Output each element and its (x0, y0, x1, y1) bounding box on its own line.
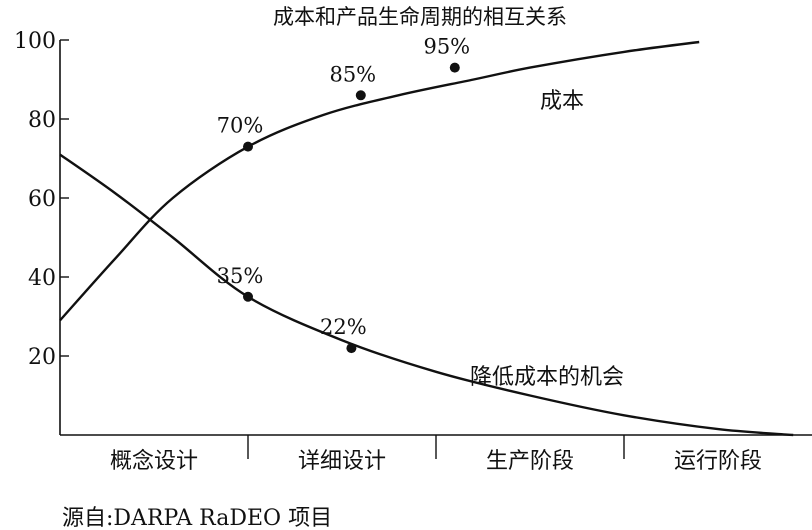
data-label-1-1: 70% (217, 114, 264, 138)
y-tick-label-40: 40 (28, 266, 56, 291)
series-label-cost-reduction-opportunity: 降低成本的机会 (470, 365, 624, 390)
series-curve-2 (59, 153, 794, 437)
data-label-2-2: 22% (320, 315, 367, 339)
data-point-1-2 (355, 90, 366, 101)
data-label-2-1: 35% (217, 264, 264, 288)
data-point-1-1 (243, 141, 253, 152)
data-label-1-2: 85% (329, 62, 376, 86)
phase-label-2: 详细设计 (298, 449, 386, 474)
phase-labels: 概念设计 详细设计 生产阶段 运行阶段 (110, 435, 762, 474)
source-note: 源自:DARPA RaDEO 项目 (62, 506, 332, 530)
data-points: 70% 85% 95% 35% 22% (217, 35, 470, 354)
data-point-2-2 (346, 343, 357, 354)
y-tick-label-100: 100 (14, 29, 56, 54)
chart-title: 成本和产品生命周期的相互关系 (273, 5, 567, 29)
y-tick-label-20: 20 (28, 345, 56, 370)
y-axis-ticks: 20 40 60 80 100 (14, 29, 69, 370)
data-point-2-1 (243, 291, 253, 302)
phase-label-3: 生产阶段 (486, 449, 574, 474)
y-tick-label-80: 80 (28, 108, 56, 133)
series-curve-1 (59, 40, 700, 322)
data-label-1-3: 95% (423, 35, 470, 59)
data-point-1-3 (449, 62, 460, 73)
phase-label-4: 运行阶段 (674, 449, 762, 474)
curves (59, 40, 794, 437)
series-label-cost: 成本 (540, 89, 584, 114)
phase-label-1: 概念设计 (110, 449, 198, 474)
y-tick-label-60: 60 (28, 187, 56, 212)
